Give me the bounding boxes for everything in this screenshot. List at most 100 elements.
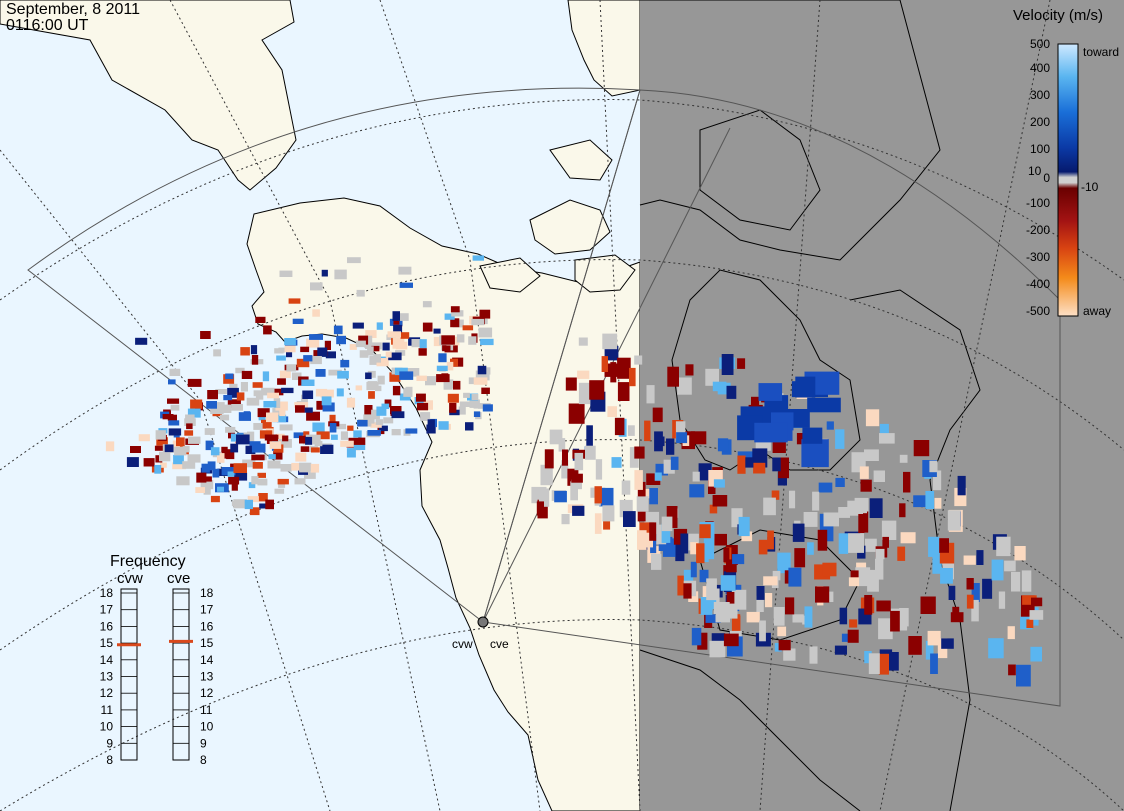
- backscatter-cell: [190, 399, 203, 409]
- backscatter-cell: [427, 419, 435, 429]
- backscatter-cell: [272, 414, 287, 423]
- backscatter-cell: [473, 411, 481, 417]
- velocity-tick-label: 10: [1028, 164, 1042, 178]
- backscatter-cell: [207, 390, 218, 400]
- backscatter-cell: [320, 389, 334, 398]
- backscatter-cell: [578, 382, 590, 405]
- backscatter-cell: [444, 313, 455, 320]
- backscatter-cell: [777, 552, 791, 574]
- radar-site-marker: [477, 616, 489, 628]
- backscatter-cell: [207, 461, 216, 471]
- backscatter-cell: [677, 377, 692, 395]
- backscatter-cell: [571, 479, 582, 490]
- backscatter-cell: [375, 419, 384, 425]
- backscatter-cell: [443, 379, 454, 389]
- backscatter-cell: [349, 344, 357, 350]
- backscatter-cell: [447, 393, 459, 403]
- backscatter-cell: [478, 327, 493, 338]
- backscatter-cell: [359, 350, 369, 358]
- backscatter-cell: [712, 495, 728, 507]
- backscatter-cell: [377, 375, 385, 385]
- backscatter-cell: [154, 445, 164, 451]
- backscatter-cell: [807, 397, 841, 413]
- backscatter-cell: [849, 619, 858, 628]
- velocity-tick-label: -200: [1026, 223, 1050, 237]
- backscatter-cell: [436, 365, 448, 372]
- backscatter-cell: [726, 592, 735, 605]
- backscatter-cell: [772, 441, 786, 453]
- backscatter-cell: [783, 648, 796, 661]
- backscatter-cell: [275, 401, 288, 411]
- backscatter-cell: [804, 606, 813, 628]
- backscatter-cell: [558, 438, 566, 452]
- backscatter-cell: [650, 534, 657, 554]
- backscatter-cell: [267, 460, 281, 469]
- backscatter-cell: [253, 423, 263, 430]
- backscatter-cell: [172, 462, 186, 470]
- backscatter-cell: [699, 524, 711, 539]
- backscatter-cell: [709, 504, 718, 514]
- backscatter-cell: [817, 529, 828, 551]
- backscatter-cell: [773, 607, 785, 626]
- backscatter-cell: [900, 532, 916, 544]
- backscatter-cell: [279, 424, 293, 431]
- backscatter-cell: [261, 419, 272, 429]
- backscatter-cell: [438, 353, 447, 363]
- backscatter-cell: [834, 645, 847, 655]
- backscatter-cell: [737, 455, 746, 474]
- backscatter-cell: [966, 594, 974, 609]
- backscatter-cell: [468, 336, 477, 345]
- velocity-tick-label: 300: [1030, 88, 1050, 102]
- backscatter-cell: [228, 476, 240, 485]
- backscatter-cell: [286, 364, 297, 372]
- backscatter-cell: [691, 627, 702, 646]
- backscatter-cell: [809, 646, 818, 664]
- backscatter-cell: [899, 608, 909, 627]
- backscatter-cell: [126, 457, 139, 467]
- backscatter-cell: [561, 514, 570, 525]
- backscatter-cell: [262, 371, 270, 382]
- backscatter-cell: [367, 370, 376, 378]
- backscatter-cell: [384, 399, 392, 408]
- backscatter-cell: [316, 431, 330, 440]
- backscatter-cell: [745, 457, 754, 468]
- backscatter-cell: [763, 497, 776, 516]
- velocity-tick-label: 200: [1030, 115, 1050, 129]
- backscatter-cell: [352, 322, 364, 329]
- backscatter-cell: [195, 487, 205, 493]
- backscatter-cell: [456, 334, 465, 343]
- arctic-island-3: [574, 254, 636, 293]
- backscatter-cell: [920, 596, 936, 614]
- backscatter-cell: [690, 561, 697, 578]
- backscatter-cell: [671, 541, 682, 555]
- backscatter-cell: [309, 334, 323, 340]
- backscatter-cell: [991, 559, 1004, 581]
- backscatter-cell: [683, 569, 694, 587]
- backscatter-cell: [241, 370, 253, 379]
- backscatter-cell: [233, 472, 248, 481]
- backscatter-cell: [1026, 619, 1034, 628]
- backscatter-cell: [301, 394, 308, 404]
- backscatter-cell: [265, 499, 274, 510]
- backscatter-cell: [321, 269, 328, 277]
- backscatter-cell: [838, 533, 849, 554]
- velocity-tick-label: -400: [1026, 277, 1050, 291]
- backscatter-cell: [278, 482, 286, 488]
- velocity-tick-label: 500: [1030, 37, 1050, 51]
- backscatter-cell: [948, 585, 956, 600]
- backscatter-cell: [603, 513, 611, 530]
- backscatter-cell: [274, 488, 285, 494]
- backscatter-cell: [688, 591, 699, 602]
- backscatter-cell: [785, 597, 795, 615]
- backscatter-cell: [732, 554, 745, 565]
- backscatter-cell: [950, 612, 964, 623]
- backscatter-cell: [403, 388, 413, 397]
- backscatter-cell: [346, 397, 356, 408]
- backscatter-cell: [726, 545, 738, 565]
- backscatter-cell: [242, 459, 256, 468]
- backscatter-cell: [822, 523, 834, 542]
- backscatter-cell: [759, 620, 766, 642]
- backscatter-cell: [651, 553, 662, 570]
- backscatter-cell: [934, 497, 942, 509]
- backscatter-cell: [932, 552, 942, 574]
